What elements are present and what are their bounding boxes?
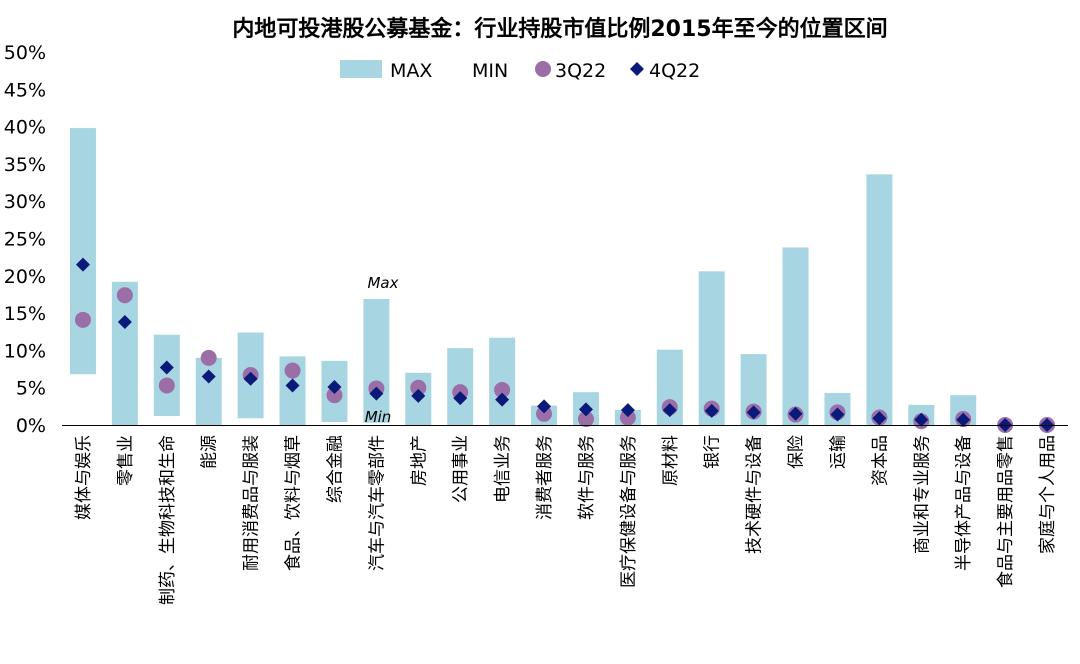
- marker-4q22: [411, 388, 426, 403]
- category-label: 能源: [200, 435, 220, 469]
- legend-max-label: MAX: [390, 60, 432, 82]
- marker-4q22: [788, 406, 803, 421]
- marker-4q22: [914, 412, 929, 427]
- category-label: 消费者服务: [535, 435, 555, 520]
- marker-3q22: [200, 349, 217, 366]
- range-bar: [489, 337, 516, 425]
- category-label: 原材料: [661, 435, 681, 486]
- marker-3q22: [116, 287, 133, 304]
- legend-3q22-marker: [535, 61, 551, 77]
- marker-4q22: [75, 257, 90, 272]
- category-label: 房地产: [409, 435, 429, 486]
- marker-4q22: [285, 378, 300, 393]
- legend: MAX MIN 3Q22 4Q22: [340, 60, 700, 82]
- marker-4q22: [243, 371, 258, 386]
- category-label: 运输: [828, 435, 848, 469]
- category-label: 食品与主要用品零售: [996, 435, 1016, 588]
- markers: [74, 257, 1056, 433]
- x-axis: 媒体与娱乐 零售业 制药、生物科技和生命 能源 耐用消费品与服装 食品、饮料与烟草 综合金融…: [62, 425, 1068, 605]
- marker-4q22: [620, 403, 635, 418]
- legend-min-label: MIN: [472, 60, 508, 82]
- range-bar: [698, 271, 725, 425]
- category-label: 媒体与娱乐: [74, 435, 94, 520]
- y-tick-label: 40%: [4, 117, 46, 139]
- category-label: 保险: [787, 435, 807, 469]
- marker-3q22: [158, 377, 175, 394]
- range-bar: [195, 357, 222, 425]
- y-tick-label: 50%: [4, 42, 46, 64]
- category-label: 资本品: [870, 435, 890, 486]
- marker-4q22: [704, 403, 719, 418]
- category-label: 半导体产品与设备: [954, 435, 974, 571]
- y-tick-label: 0%: [16, 415, 46, 437]
- range-bar: [111, 281, 138, 425]
- marker-3q22: [619, 409, 636, 426]
- marker-4q22: [537, 399, 552, 414]
- category-label: 制药、生物科技和生命: [158, 435, 178, 605]
- marker-4q22: [327, 379, 342, 394]
- marker-4q22: [453, 391, 468, 406]
- legend-4q22-label: 4Q22: [649, 60, 700, 82]
- y-tick-label: 25%: [4, 229, 46, 251]
- y-tick-label: 10%: [4, 340, 46, 362]
- range-bar: [153, 334, 180, 417]
- y-tick-label: 45%: [4, 79, 46, 101]
- marker-3q22: [577, 411, 594, 428]
- category-label: 医疗保健设备与服务: [619, 435, 639, 588]
- category-label: 商业和专业服务: [912, 435, 932, 554]
- y-tick-label: 15%: [4, 303, 46, 325]
- y-tick-label: 20%: [4, 266, 46, 288]
- range-bar: [69, 128, 96, 375]
- marker-3q22: [494, 381, 511, 398]
- category-label: 技术硬件与设备: [745, 435, 765, 554]
- range-bar: [363, 298, 390, 423]
- category-label: 公用事业: [451, 435, 471, 503]
- marker-4q22: [159, 360, 174, 375]
- marker-3q22: [74, 311, 91, 328]
- y-axis: 0% 5% 10% 15% 20% 25% 30% 35% 40% 45% 50%: [4, 42, 46, 437]
- marker-4q22: [117, 315, 132, 330]
- y-tick-label: 35%: [4, 154, 46, 176]
- marker-4q22: [201, 369, 216, 384]
- category-label: 软件与服务: [577, 435, 597, 520]
- range-bar: [782, 247, 809, 425]
- annotation-min: Min: [365, 408, 392, 426]
- marker-4q22: [662, 403, 677, 418]
- category-label: 综合金融: [325, 435, 345, 503]
- category-label: 电信业务: [493, 435, 513, 503]
- marker-3q22: [536, 405, 553, 422]
- y-tick-label: 30%: [4, 191, 46, 213]
- marker-4q22: [578, 402, 593, 417]
- category-label: 耐用消费品与服装: [242, 435, 262, 571]
- category-label: 银行: [703, 435, 723, 469]
- category-label: 食品、饮料与烟草: [284, 435, 304, 571]
- legend-3q22-label: 3Q22: [555, 60, 606, 82]
- marker-3q22: [326, 387, 343, 404]
- chart-title: 内地可投港股公募基金：行业持股市值比例2015年至今的位置区间: [232, 16, 887, 42]
- marker-4q22: [872, 411, 887, 426]
- category-label: 家庭与个人用品: [1038, 435, 1058, 554]
- marker-4q22: [369, 386, 384, 401]
- marker-4q22: [830, 407, 845, 422]
- marker-4q22: [495, 392, 510, 407]
- legend-max-swatch: [340, 60, 382, 78]
- range-bar: [866, 174, 893, 425]
- marker-4q22: [746, 405, 761, 420]
- marker-4q22: [956, 412, 971, 427]
- legend-4q22-marker: [630, 62, 644, 76]
- marker-3q22: [410, 379, 427, 396]
- y-tick-label: 5%: [16, 378, 46, 400]
- annotation-max: Max: [367, 274, 398, 292]
- marker-3q22: [284, 362, 301, 379]
- category-label: 零售业: [116, 435, 136, 486]
- category-label: 汽车与汽车零部件: [367, 435, 387, 571]
